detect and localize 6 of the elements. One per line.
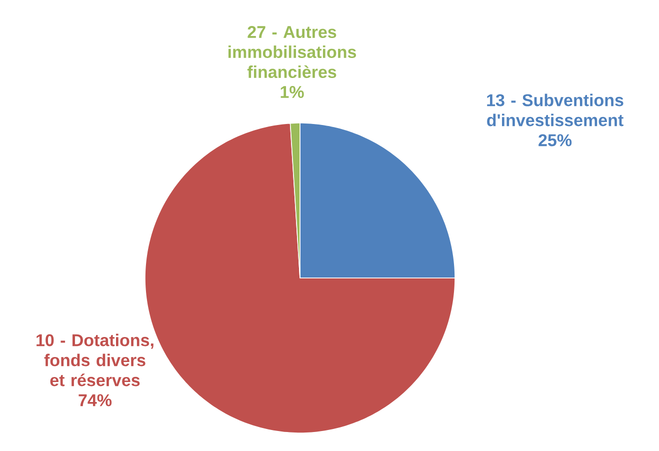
slice-label: 10 - Dotations, fonds divers et réserves [36, 334, 154, 386]
data-label: 1% [280, 86, 304, 98]
slice-label: 27 - Autres immobilisations financières [228, 26, 356, 78]
slice-label: 13 - Subventions d'investissement [487, 94, 624, 126]
data-label: 25% [538, 134, 572, 146]
data-label: 74% [78, 394, 112, 406]
